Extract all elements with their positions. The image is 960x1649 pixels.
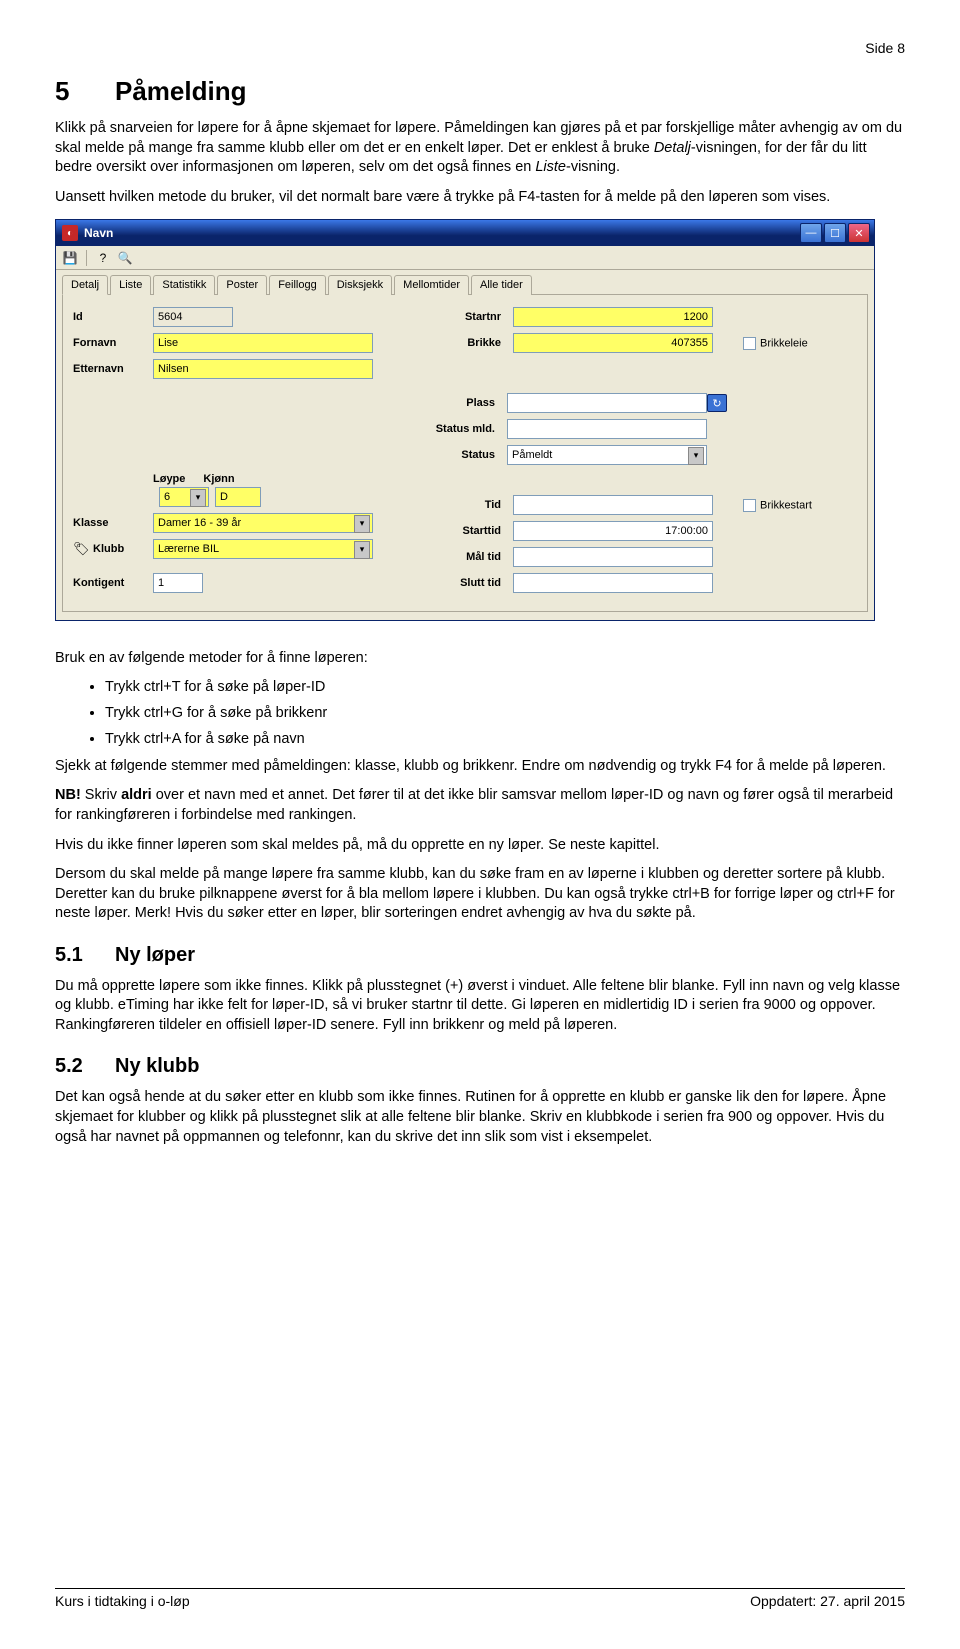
tab-feillogg[interactable]: Feillogg [269, 275, 326, 295]
page-footer: Kurs i tidtaking i o-løp Oppdatert: 27. … [55, 1588, 905, 1609]
window-title: Navn [84, 226, 800, 240]
save-icon[interactable]: 💾 [62, 250, 78, 266]
paragraph-nb: NB! Skriv aldri over et navn med et anne… [55, 786, 905, 825]
tid-field[interactable] [513, 495, 713, 515]
slutttid-field[interactable] [513, 573, 713, 593]
label-statusmld: Status mld. [367, 423, 507, 435]
plass-field[interactable] [507, 393, 707, 413]
intro-paragraph-1: Klikk på snarveien for løpere for å åpne… [55, 119, 905, 178]
help-icon[interactable]: ? [95, 250, 111, 266]
methods-list: Trykk ctrl+T for å søke på løper-ID Tryk… [105, 679, 905, 747]
tab-strip: Detalj Liste Statistikk Poster Feillogg … [56, 270, 874, 294]
fornavn-field[interactable]: Lise [153, 333, 373, 353]
label-tid: Tid [373, 499, 513, 511]
app-icon: ◐ [62, 225, 78, 241]
list-item: Trykk ctrl+A for å søke på navn [105, 731, 905, 747]
italic-liste: Liste [535, 159, 566, 175]
footer-left: Kurs i tidtaking i o-løp [55, 1593, 190, 1609]
label-slutttid: Slutt tid [373, 577, 513, 589]
tab-poster[interactable]: Poster [217, 275, 267, 295]
toolbar: 💾 ? 🔍 [56, 246, 874, 270]
brikke-field[interactable]: 407355 [513, 333, 713, 353]
maximize-button[interactable]: ☐ [824, 223, 846, 243]
heading-51: 5.1Ny løper [55, 944, 905, 967]
heading-title: Ny klubb [115, 1055, 199, 1077]
label-kjonn: Kjønn [203, 473, 234, 485]
heading-5: 5Påmelding [55, 76, 905, 107]
minimize-button[interactable]: — [800, 223, 822, 243]
label-maltid: Mål tid [373, 551, 513, 563]
heading-num: 5.2 [55, 1055, 115, 1078]
label-starttid: Starttid [373, 525, 513, 537]
paragraph-many: Dersom du skal melde på mange løpere fra… [55, 865, 905, 924]
starttid-field[interactable]: 17:00:00 [513, 521, 713, 541]
tab-liste[interactable]: Liste [110, 275, 151, 295]
heading-num: 5.1 [55, 944, 115, 967]
text: -visning. [566, 159, 620, 175]
label-plass: Plass [367, 397, 507, 409]
paragraph-check: Sjekk at følgende stemmer med påmeldinge… [55, 757, 905, 777]
note-icon[interactable]: ↻ [707, 394, 727, 412]
klubb-dropdown[interactable]: Lærerne BIL [153, 539, 373, 559]
heading-num: 5 [55, 76, 115, 107]
kontigent-field[interactable]: 1 [153, 573, 203, 593]
heading-52: 5.2Ny klubb [55, 1055, 905, 1078]
label-id: Id [73, 311, 153, 323]
maltid-field[interactable] [513, 547, 713, 567]
list-item: Trykk ctrl+G for å søke på brikkenr [105, 705, 905, 721]
etternavn-field[interactable]: Nilsen [153, 359, 373, 379]
label-kontigent: Kontigent [73, 577, 153, 589]
methods-intro: Bruk en av følgende metoder for å finne … [55, 649, 905, 669]
paragraph-notfound: Hvis du ikke finner løperen som skal mel… [55, 836, 905, 856]
label-klubb: Klubb [93, 543, 153, 555]
brikkeleie-checkbox[interactable]: Brikkeleie [743, 337, 863, 350]
id-field: 5604 [153, 307, 233, 327]
nb-label: NB! [55, 787, 81, 803]
tab-mellomtider[interactable]: Mellomtider [394, 275, 469, 295]
titlebar: ◐ Navn — ☐ ✕ [56, 220, 874, 246]
label-loype: Løype [153, 473, 185, 485]
text: Skriv [81, 787, 121, 803]
label-fornavn: Fornavn [73, 337, 153, 349]
label-klasse: Klasse [73, 517, 153, 529]
tab-detalj[interactable]: Detalj [62, 275, 108, 295]
close-button[interactable]: ✕ [848, 223, 870, 243]
tab-disksjekk[interactable]: Disksjekk [328, 275, 392, 295]
label-brikkestart: Brikkestart [760, 499, 812, 511]
kjonn-field[interactable]: D [215, 487, 261, 507]
intro-paragraph-2: Uansett hvilken metode du bruker, vil de… [55, 188, 905, 208]
brikkestart-checkbox[interactable]: Brikkestart [743, 499, 863, 512]
klubb-icon: 🏷 [73, 541, 93, 557]
label-brikke: Brikke [373, 337, 513, 349]
list-item: Trykk ctrl+T for å søke på løper-ID [105, 679, 905, 695]
klasse-dropdown[interactable]: Damer 16 - 39 år [153, 513, 373, 533]
label-startnr: Startnr [373, 311, 513, 323]
paragraph-nyklubb: Det kan også hende at du søker etter en … [55, 1088, 905, 1147]
statusmld-field[interactable] [507, 419, 707, 439]
paragraph-nyloper: Du må opprette løpere som ikke finnes. K… [55, 977, 905, 1036]
heading-title: Ny løper [115, 944, 195, 966]
tab-panel: Id 5604 Startnr 1200 Fornavn Lise Brikke… [62, 294, 868, 612]
tab-statistikk[interactable]: Statistikk [153, 275, 215, 295]
search-icon[interactable]: 🔍 [117, 250, 133, 266]
tab-alletider[interactable]: Alle tider [471, 275, 532, 295]
navn-window: ◐ Navn — ☐ ✕ 💾 ? 🔍 Detalj Liste Statisti… [55, 219, 875, 621]
page-number: Side 8 [55, 40, 905, 56]
label-etternavn: Etternavn [73, 363, 153, 375]
label-status: Status [367, 449, 507, 461]
footer-right: Oppdatert: 27. april 2015 [750, 1593, 905, 1609]
loype-dropdown[interactable]: 6 [159, 487, 209, 507]
bold-aldri: aldri [121, 787, 152, 803]
heading-title: Påmelding [115, 76, 246, 106]
italic-detalj: Detalj [654, 140, 691, 156]
status-dropdown[interactable]: Påmeldt [507, 445, 707, 465]
startnr-field[interactable]: 1200 [513, 307, 713, 327]
text: over et navn med et annet. Det fører til… [55, 787, 893, 823]
label-brikkeleie: Brikkeleie [760, 337, 808, 349]
